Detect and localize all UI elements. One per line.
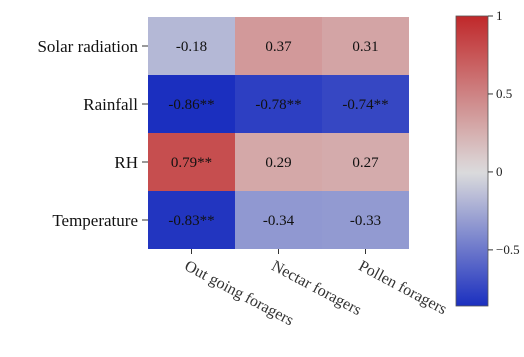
heatmap-cell-rh-out-going-foragers	[148, 133, 235, 191]
heatmap-cell-rainfall-pollen-foragers	[322, 75, 409, 133]
heatmap-cell-rainfall-out-going-foragers	[148, 75, 235, 133]
colorbar: 1 0.5 0 −0.5	[455, 8, 520, 307]
column-label-pollen-foragers: Pollen foragers	[356, 258, 450, 319]
cell-value-label: -0.86**	[168, 97, 214, 113]
heatmap-cell-solar-radiation-nectar-foragers	[235, 17, 322, 75]
heatmap-cell-temperature-nectar-foragers	[235, 191, 322, 249]
row-label-rh: RH	[114, 153, 138, 172]
row-labels: Solar radiation Rainfall RH Temperature	[37, 37, 148, 230]
colorbar-tick-label: 0.5	[496, 86, 512, 101]
colorbar-bar	[455, 15, 489, 307]
heatmap-cell-solar-radiation-pollen-foragers	[322, 17, 409, 75]
cell-value-label: 0.37	[265, 39, 292, 55]
cell-value-label: 0.31	[352, 39, 378, 55]
heatmap-cell-solar-radiation-out-going-foragers	[148, 17, 235, 75]
cell-value-label: -0.34	[263, 213, 295, 229]
heatmap-cell-labels: -0.18 0.37 0.31 -0.86** -0.78** -0.74** 0.79**…	[168, 39, 388, 229]
cell-value-label: -0.74**	[342, 97, 388, 113]
colorbar-tick-label: 0	[496, 164, 503, 179]
row-label-temperature: Temperature	[52, 211, 138, 230]
heatmap-cells	[148, 17, 409, 249]
cell-value-label: -0.78**	[255, 97, 301, 113]
heatmap-cell-temperature-out-going-foragers	[148, 191, 235, 249]
cell-value-label: 0.29	[265, 155, 291, 171]
heatmap-cell-temperature-pollen-foragers	[322, 191, 409, 249]
colorbar-tick-label: −0.5	[496, 242, 520, 257]
row-label-solar-radiation: Solar radiation	[37, 37, 138, 56]
cell-value-label: 0.27	[352, 155, 379, 171]
cell-value-label: 0.79**	[171, 155, 212, 171]
cell-value-label: -0.33	[350, 213, 381, 229]
cell-value-label: -0.18	[176, 39, 207, 55]
heatmap-cell-rh-pollen-foragers	[322, 133, 409, 191]
heatmap-cell-rh-nectar-foragers	[235, 133, 322, 191]
heatmap-cell-rainfall-nectar-foragers	[235, 75, 322, 133]
colorbar-tick-label: 1	[496, 8, 503, 23]
row-label-rainfall: Rainfall	[83, 95, 138, 114]
cell-value-label: -0.83**	[168, 213, 214, 229]
